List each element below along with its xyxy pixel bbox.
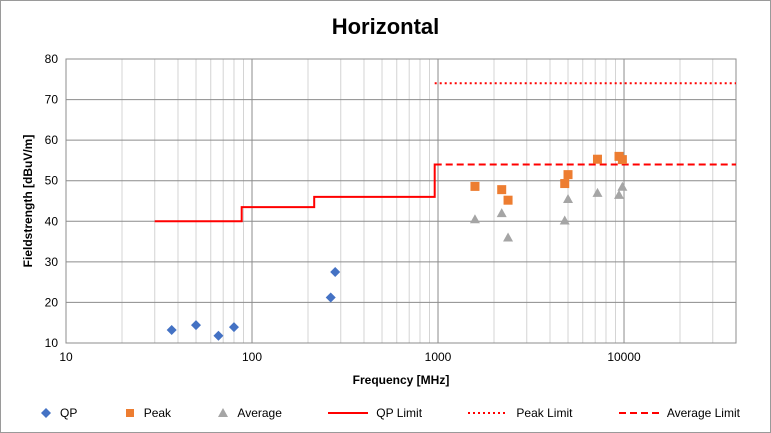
legend-diamond-marker xyxy=(41,408,51,418)
series-line-qp-limit xyxy=(154,163,438,223)
data-point-peak xyxy=(592,154,602,164)
legend-label-average-limit: Average Limit xyxy=(666,406,740,420)
y-tick-label: 60 xyxy=(45,133,59,147)
y-tick-label: 80 xyxy=(45,52,59,66)
legend-item-qp: QP xyxy=(40,406,77,420)
x-tick-label: 10 xyxy=(59,350,73,364)
chart-legend: QP Peak Average QP Limit Peak Limit Aver… xyxy=(40,404,740,422)
data-point-average xyxy=(592,187,603,197)
data-point-average xyxy=(559,215,570,225)
y-axis-label: Fieldstrength [dBuV/m] xyxy=(21,134,35,268)
y-tick-label: 40 xyxy=(45,214,59,228)
data-point-qp xyxy=(330,267,341,277)
x-axis-label: Frequency [MHz] xyxy=(352,373,450,387)
y-tick-label: 30 xyxy=(45,255,59,269)
data-point-qp xyxy=(213,330,224,341)
x-tick-label: 1000 xyxy=(425,350,452,364)
data-point-qp xyxy=(191,320,202,331)
y-tick-label: 50 xyxy=(45,174,59,188)
legend-item-peak: Peak xyxy=(124,406,171,420)
legend-dotted-line xyxy=(468,412,509,414)
legend-solid-line xyxy=(328,412,369,414)
data-point-peak xyxy=(617,155,627,165)
data-point-peak xyxy=(497,185,507,195)
data-point-average xyxy=(469,214,480,224)
legend-label-qp-limit: QP Limit xyxy=(376,406,423,420)
plot-area xyxy=(66,59,736,343)
data-point-average xyxy=(617,181,628,191)
y-tick-label: 70 xyxy=(45,93,59,107)
data-point-peak xyxy=(503,195,513,205)
x-tick-label: 10000 xyxy=(607,350,641,364)
data-point-peak xyxy=(563,170,573,180)
legend-dashed-line xyxy=(618,412,659,414)
plot-border xyxy=(65,58,737,344)
legend-item-average-limit: Average Limit xyxy=(618,406,740,420)
data-point-average xyxy=(503,232,514,242)
legend-item-peak-limit: Peak Limit xyxy=(468,406,572,420)
data-point-peak xyxy=(560,179,570,189)
data-point-average xyxy=(614,189,625,199)
legend-item-average: Average xyxy=(217,406,282,420)
legend-triangle-marker xyxy=(218,408,229,417)
x-tick-label: 100 xyxy=(242,350,262,364)
y-tick-label: 20 xyxy=(45,295,59,309)
data-point-peak xyxy=(470,181,480,191)
legend-item-qp-limit: QP Limit xyxy=(328,406,422,420)
data-point-qp xyxy=(228,322,239,333)
chart-title: Horizontal xyxy=(331,14,440,39)
legend-label-peak-limit: Peak Limit xyxy=(516,406,573,420)
data-point-average xyxy=(563,193,574,203)
legend-square-marker xyxy=(125,409,134,417)
data-point-qp xyxy=(325,292,336,303)
data-point-qp xyxy=(166,325,177,336)
y-tick-label: 10 xyxy=(45,336,59,350)
legend-label-peak: Peak xyxy=(143,406,172,420)
legend-label-average: Average xyxy=(237,406,282,420)
legend-label-qp: QP xyxy=(60,406,78,420)
data-point-average xyxy=(496,208,507,218)
